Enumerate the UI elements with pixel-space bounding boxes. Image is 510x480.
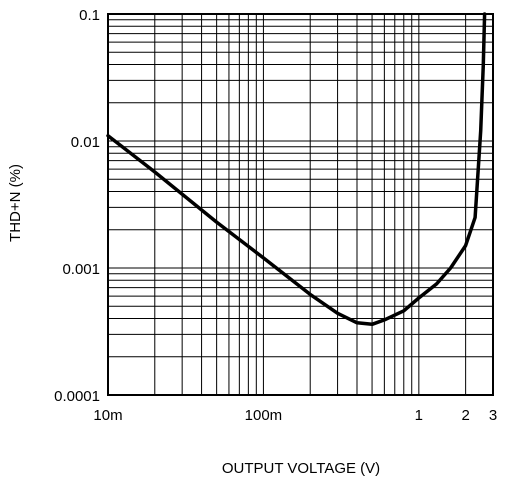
- x-tick-label: 1: [415, 407, 423, 424]
- tick-label-layer: 10m 100m 1 2 3 0.1 0.01 0.001 0.0001: [54, 7, 497, 424]
- thd-series-line: [106, 12, 487, 327]
- x-tick-label: 10m: [93, 407, 122, 424]
- y-tick-label: 0.001: [62, 261, 100, 278]
- x-axis-title: OUTPUT VOLTAGE (V): [222, 460, 380, 477]
- y-axis-title: THD+N (%): [7, 164, 24, 242]
- y-tick-label: 0.0001: [54, 388, 100, 405]
- series-layer: [106, 12, 487, 327]
- grid-layer: [107, 14, 494, 396]
- y-tick-label: 0.1: [79, 7, 100, 24]
- x-tick-label: 3: [489, 407, 497, 424]
- x-tick-label: 100m: [245, 407, 283, 424]
- plot-frame: [107, 13, 494, 396]
- y-tick-label: 0.01: [71, 134, 100, 151]
- x-tick-label: 2: [461, 407, 469, 424]
